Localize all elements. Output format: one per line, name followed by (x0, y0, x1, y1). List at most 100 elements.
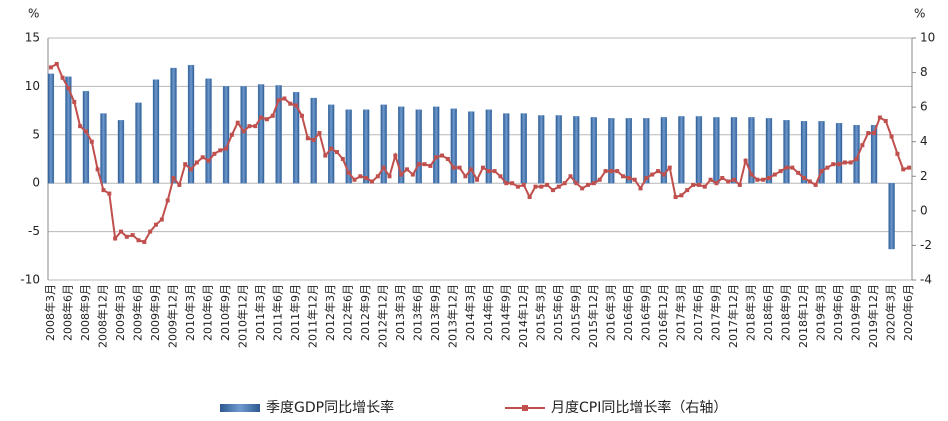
bar (503, 113, 510, 184)
line-marker (311, 137, 316, 142)
x-tick-label: 2015年9月 (568, 284, 582, 341)
line-marker (305, 136, 310, 141)
x-tick-label: 2008年6月 (60, 284, 74, 341)
line-marker (299, 113, 304, 118)
line-marker (463, 174, 468, 179)
x-tick-label: 2017年12月 (726, 284, 740, 348)
x-tick-label: 2019年6月 (831, 284, 845, 341)
line-marker (539, 184, 544, 189)
line-marker (189, 167, 194, 172)
line-marker (264, 117, 269, 122)
x-tick-label: 2016年9月 (638, 284, 652, 341)
x-tick-label: 2014年9月 (498, 284, 512, 341)
line-marker (550, 188, 555, 193)
line-marker (276, 98, 281, 103)
x-tick-label: 2008年12月 (95, 284, 109, 348)
line-marker (667, 165, 672, 170)
line-marker (340, 157, 345, 161)
bar (240, 86, 247, 184)
line-marker (527, 195, 532, 200)
bar (82, 91, 90, 184)
line-marker (48, 65, 53, 70)
y2-tick-label: -4 (920, 273, 932, 287)
line-marker (498, 174, 503, 179)
line-marker (492, 169, 497, 174)
line-marker (171, 176, 176, 181)
line-marker (317, 131, 322, 136)
line-marker (545, 182, 550, 187)
line-marker (375, 174, 380, 179)
line-marker (755, 177, 760, 182)
y2-tick-label: 4 (920, 134, 928, 148)
bar (590, 117, 597, 184)
y-tick-label: -10 (20, 273, 40, 287)
bar (205, 78, 212, 184)
line-marker (568, 174, 573, 179)
line-marker (556, 184, 561, 189)
y2-tick-label: 6 (920, 100, 928, 114)
line-marker (632, 177, 637, 182)
bar (100, 113, 107, 184)
y2-tick-label: 10 (920, 31, 935, 45)
x-tick-label: 2013年12月 (446, 284, 460, 348)
bar (870, 124, 878, 184)
line-marker (772, 172, 777, 177)
bar (555, 115, 562, 184)
line-marker (837, 162, 842, 167)
bar (730, 117, 738, 184)
bar (835, 123, 843, 184)
x-tick-label: 2017年3月 (673, 284, 687, 341)
line-marker (177, 182, 182, 187)
bar (415, 109, 422, 184)
line-marker (597, 177, 602, 182)
line-marker (883, 118, 888, 123)
bar (468, 111, 475, 184)
line-marker (78, 124, 83, 129)
line-marker (802, 176, 806, 181)
y2-tick-label: 0 (920, 203, 928, 217)
x-tick-label: 2012年3月 (323, 284, 337, 341)
line-marker (638, 186, 643, 191)
bar (450, 108, 457, 184)
y-axis-unit: % (28, 7, 39, 21)
line-marker (399, 172, 404, 177)
line-marker (866, 131, 871, 136)
line-marker (194, 160, 199, 165)
line-marker (860, 143, 865, 148)
bar (695, 116, 703, 184)
x-tick-label: 2016年12月 (656, 284, 670, 348)
line-marker (440, 153, 445, 158)
x-tick-label: 2019年9月 (849, 284, 863, 341)
bar (818, 121, 825, 184)
line-marker (475, 177, 480, 182)
line-marker (288, 101, 293, 106)
y2-tick-label: 2 (920, 169, 928, 183)
line-marker (206, 158, 211, 163)
line-marker (113, 236, 118, 241)
bar (152, 79, 160, 184)
x-tick-label: 2010年12月 (236, 284, 250, 348)
line-marker (696, 182, 701, 187)
line-marker (737, 182, 742, 187)
x-tick-label: 2009年3月 (113, 284, 127, 341)
line-marker (691, 182, 696, 187)
legend-label: 季度GDP同比增长率 (266, 399, 394, 416)
line-marker (621, 174, 626, 179)
x-tick-label: 2010年6月 (201, 284, 215, 341)
line-marker (580, 186, 585, 191)
x-tick-label: 2015年6月 (551, 284, 565, 341)
x-tick-label: 2011年9月 (288, 284, 302, 341)
line-marker (270, 113, 275, 118)
line-marker (83, 129, 88, 134)
line-marker (720, 176, 725, 181)
line-marker (235, 120, 240, 125)
line-marker (842, 160, 847, 165)
line-marker (895, 151, 900, 156)
x-tick-label: 2012年12月 (376, 284, 390, 348)
line-marker (358, 174, 363, 179)
line-marker (813, 182, 818, 187)
bar (625, 118, 633, 184)
line-marker (726, 179, 731, 184)
x-tick-label: 2018年6月 (761, 284, 775, 341)
